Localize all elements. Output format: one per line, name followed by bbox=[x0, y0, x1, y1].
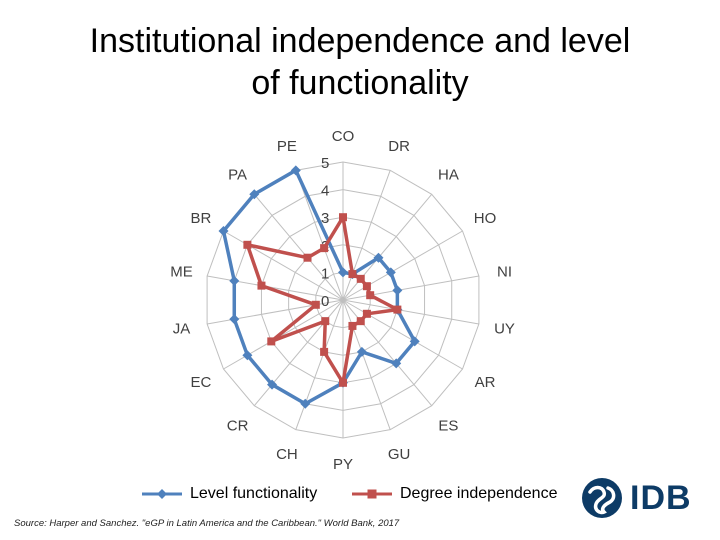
category-label: AR bbox=[475, 374, 496, 391]
grid-spoke bbox=[207, 275, 344, 301]
data-point bbox=[409, 336, 420, 347]
category-label: PY bbox=[333, 456, 353, 473]
tick-label: 3 bbox=[321, 210, 329, 227]
data-point bbox=[391, 358, 402, 369]
data-point bbox=[356, 274, 365, 283]
category-label: PA bbox=[228, 166, 247, 183]
globe-icon bbox=[582, 478, 622, 518]
legend-item-independence: Degree independence bbox=[350, 482, 557, 506]
data-point bbox=[366, 291, 375, 300]
data-point bbox=[362, 282, 371, 291]
source-note: Source: Harper and Sanchez. "eGP in Lati… bbox=[14, 518, 400, 529]
category-label: NI bbox=[497, 264, 512, 281]
legend-label-functionality: Level functionality bbox=[190, 485, 318, 502]
category-label: HO bbox=[474, 210, 497, 227]
tick-label: 5 bbox=[321, 155, 329, 172]
category-label: EC bbox=[191, 374, 212, 391]
data-point bbox=[257, 281, 266, 290]
category-label: BR bbox=[191, 210, 212, 227]
legend-marker-independence bbox=[352, 489, 392, 499]
tick-label: 0 bbox=[321, 293, 329, 310]
data-point bbox=[339, 213, 347, 222]
category-label: CO bbox=[332, 128, 355, 145]
grid-spoke bbox=[295, 170, 344, 301]
data-point bbox=[267, 379, 278, 390]
grid-spoke bbox=[342, 299, 391, 430]
slide-title: Institutional independence and level of … bbox=[0, 20, 720, 104]
category-label: ME bbox=[170, 264, 193, 281]
logo-text: IDB bbox=[630, 478, 692, 517]
data-point bbox=[311, 300, 320, 309]
grid-spoke bbox=[223, 299, 344, 370]
category-label: CR bbox=[227, 418, 249, 435]
category-label: UY bbox=[494, 320, 515, 337]
data-point bbox=[320, 244, 329, 253]
data-point bbox=[385, 267, 396, 278]
grid-spoke bbox=[207, 299, 344, 325]
tick-label: 1 bbox=[321, 265, 329, 282]
data-point bbox=[218, 226, 229, 236]
data-point bbox=[300, 398, 311, 409]
category-label: CH bbox=[276, 446, 298, 463]
title-line-1: Institutional independence and level bbox=[89, 22, 631, 60]
grid-spoke bbox=[342, 170, 391, 301]
data-point bbox=[303, 253, 312, 262]
data-point bbox=[348, 321, 357, 330]
idb-logo: IDB bbox=[580, 470, 710, 526]
grid-spoke bbox=[342, 299, 479, 325]
data-point bbox=[320, 347, 329, 356]
category-label: ES bbox=[438, 418, 458, 435]
tick-label: 4 bbox=[321, 183, 329, 200]
category-label: GU bbox=[388, 446, 411, 463]
data-point bbox=[356, 317, 365, 326]
grid-spoke bbox=[253, 193, 344, 301]
data-point bbox=[348, 270, 357, 279]
category-label: JA bbox=[173, 320, 191, 337]
legend-item-functionality: Level functionality bbox=[140, 482, 317, 506]
grid-spoke bbox=[295, 299, 344, 430]
data-point bbox=[229, 314, 240, 325]
category-label: HA bbox=[438, 166, 459, 183]
data-point bbox=[356, 346, 367, 357]
data-point bbox=[393, 305, 402, 314]
data-point bbox=[249, 189, 260, 200]
data-point bbox=[392, 285, 403, 296]
data-point bbox=[242, 350, 253, 361]
category-label: DR bbox=[388, 138, 410, 155]
grid-spoke bbox=[342, 275, 479, 301]
data-point bbox=[321, 317, 330, 326]
legend-marker-functionality bbox=[142, 489, 182, 499]
data-point bbox=[290, 165, 301, 176]
data-point bbox=[373, 252, 384, 263]
category-label: PE bbox=[277, 138, 297, 155]
data-point bbox=[243, 240, 252, 249]
data-point bbox=[339, 378, 347, 387]
legend-label-independence: Degree independence bbox=[400, 485, 558, 502]
data-point bbox=[338, 267, 348, 278]
title-line-2: of functionality bbox=[251, 64, 469, 102]
data-point bbox=[229, 275, 240, 286]
data-point bbox=[267, 337, 276, 346]
data-point bbox=[362, 309, 371, 318]
chart-legend: Level functionality Degree independence bbox=[140, 482, 570, 506]
